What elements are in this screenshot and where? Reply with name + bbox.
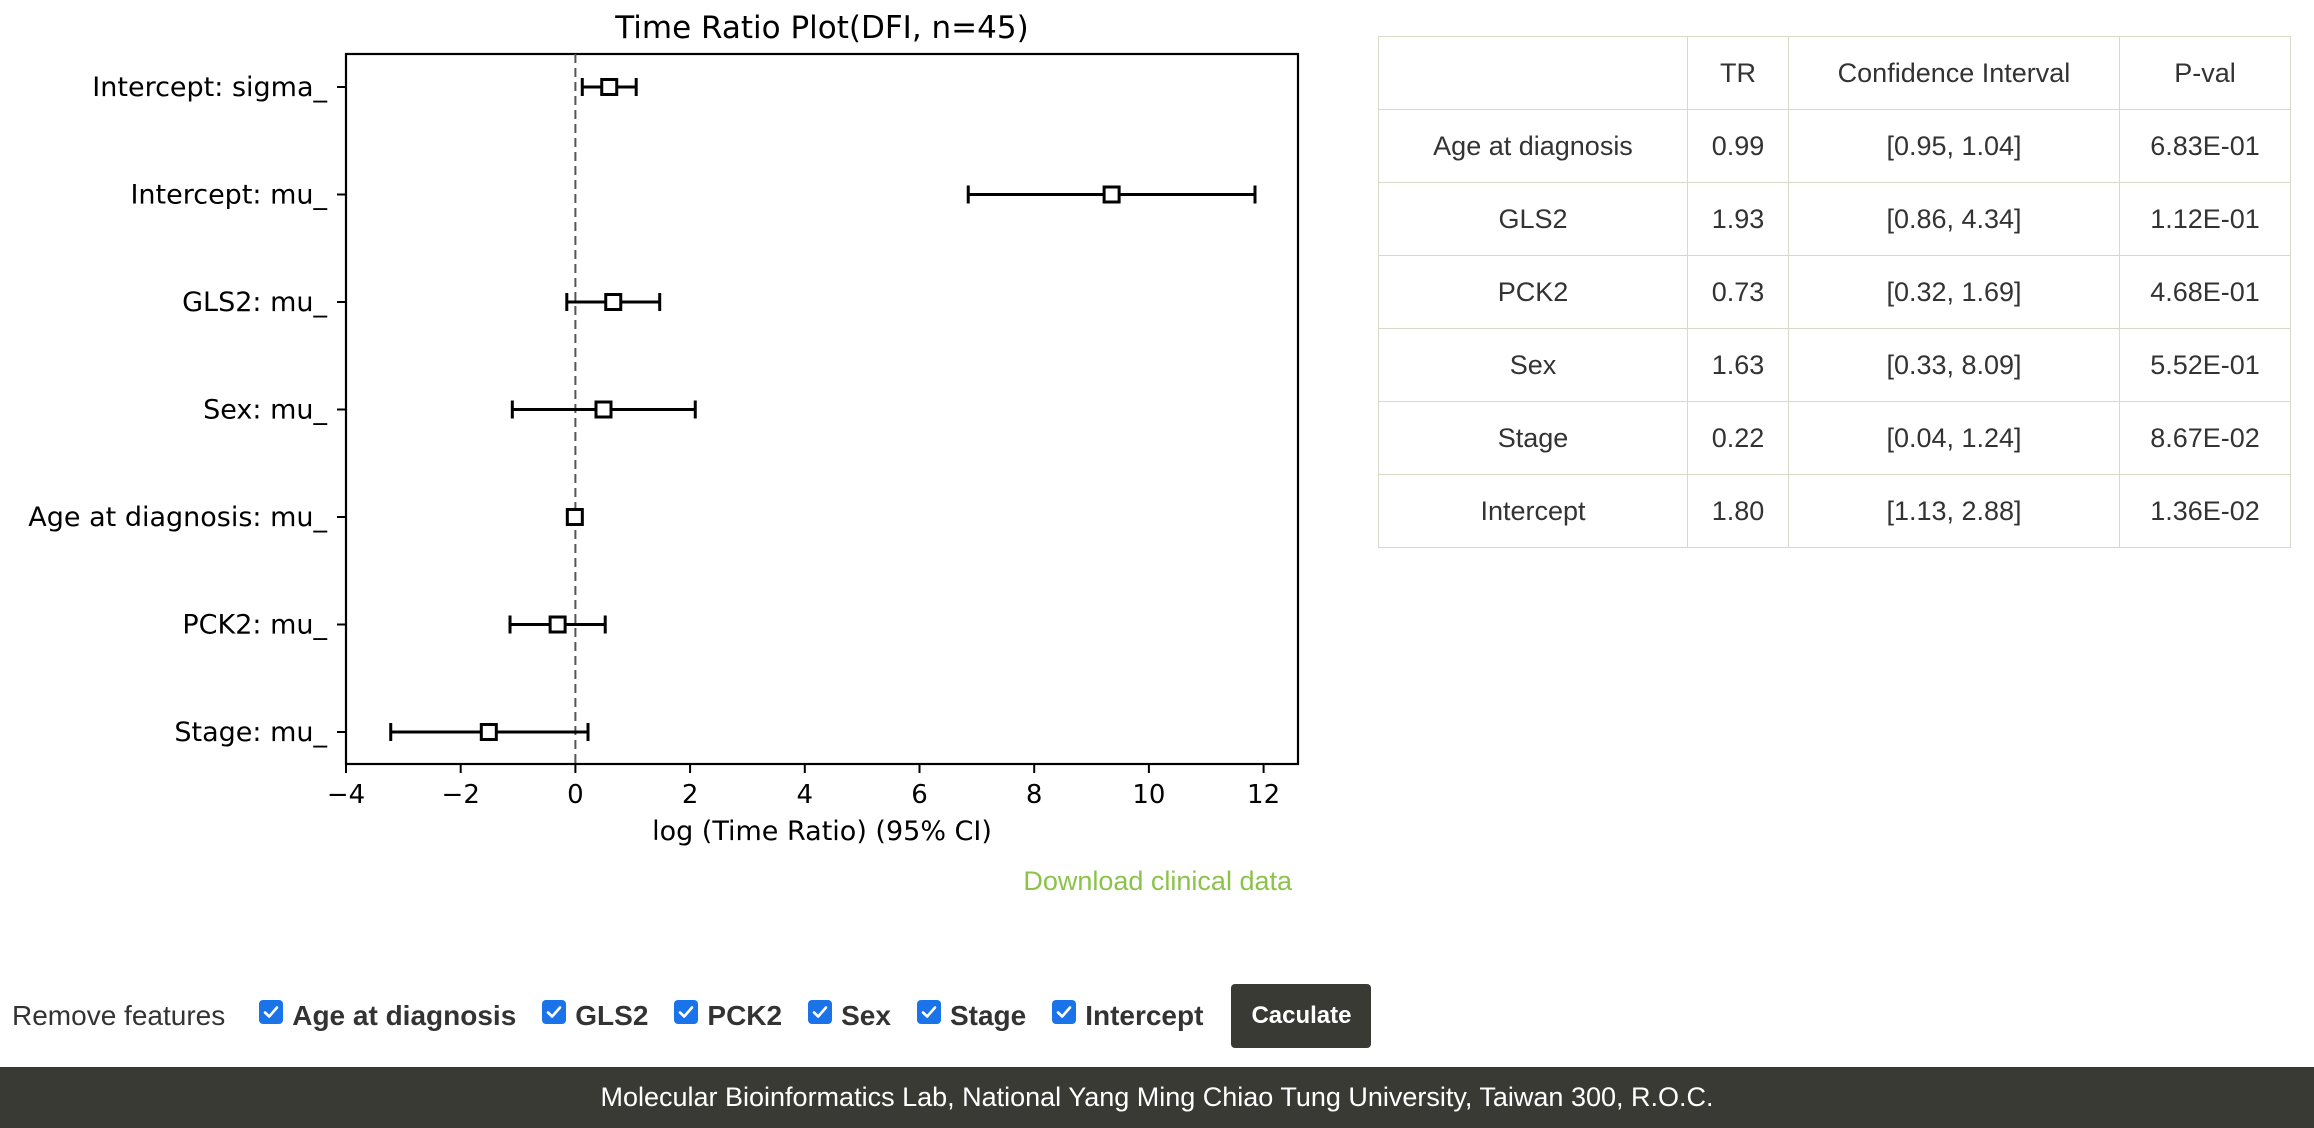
checkbox-checked-icon[interactable] xyxy=(674,1000,699,1024)
feature-checkbox-list: Age at diagnosis GLS2 PCK2 Sex Stage Intercep… xyxy=(259,1000,1229,1032)
variable-cell: Intercept xyxy=(1378,474,1688,548)
tr-cell: 1.80 xyxy=(1687,474,1789,548)
variable-cell: GLS2 xyxy=(1378,182,1688,256)
download-clinical-data-link[interactable]: Download clinical data xyxy=(1023,866,1292,896)
point-estimate-marker xyxy=(594,400,613,419)
forest-plot-svg: Time Ratio Plot(DFI, n=45) −4 −2 0 2 4 6 8 10 12 l… xyxy=(28,10,1300,847)
pval-cell: 4.68E-01 xyxy=(2119,255,2291,329)
x-tick-label: −4 xyxy=(327,780,365,810)
pval-cell: 6.83E-01 xyxy=(2119,109,2291,183)
feature-checkbox-gls2[interactable]: GLS2 xyxy=(542,1000,648,1032)
feature-checkbox-pck2[interactable]: PCK2 xyxy=(674,1000,782,1032)
x-tick-label: 8 xyxy=(1026,780,1043,810)
y-tick-label: PCK2: mu_ xyxy=(182,610,327,641)
table-row: GLS2 1.93 [0.86, 4.34] 1.12E-01 xyxy=(1378,182,2291,256)
checkbox-checked-icon[interactable] xyxy=(542,1000,567,1024)
variable-cell: PCK2 xyxy=(1378,255,1688,329)
footer: Molecular Bioinformatics Lab, National Y… xyxy=(0,1067,2314,1128)
checkbox-checked-icon[interactable] xyxy=(1052,1000,1077,1024)
y-tick-label: Stage: mu_ xyxy=(174,717,327,748)
tr-cell: 0.99 xyxy=(1687,109,1789,183)
checkbox-checked-icon[interactable] xyxy=(808,1000,833,1024)
feature-label: Age at diagnosis xyxy=(292,1000,517,1031)
table-row: Sex 1.63 [0.33, 8.09] 5.52E-01 xyxy=(1378,328,2291,402)
feature-label: PCK2 xyxy=(707,1000,783,1031)
ci-cell: [0.86, 4.34] xyxy=(1788,182,2120,256)
x-tick-label: −2 xyxy=(442,780,480,810)
plot-frame xyxy=(344,52,1300,766)
x-tick-label: 0 xyxy=(567,780,584,810)
ci-cell: [1.13, 2.88] xyxy=(1788,474,2120,548)
feature-label: Stage xyxy=(949,1000,1027,1031)
table-row: Age at diagnosis 0.99 [0.95, 1.04] 6.83E-01 xyxy=(1378,109,2291,183)
table-header-pval: P-val xyxy=(2119,36,2291,110)
table-body: Age at diagnosis 0.99 [0.95, 1.04] 6.83E-01… xyxy=(1378,109,2291,548)
point-estimate-marker xyxy=(1102,185,1121,204)
y-tick-label: Age at diagnosis: mu_ xyxy=(28,502,327,533)
table-row: Intercept 1.80 [1.13, 2.88] 1.36E-02 xyxy=(1378,474,2291,548)
x-tick-label: 2 xyxy=(682,780,699,810)
feature-checkbox-intercept[interactable]: Intercept xyxy=(1052,1000,1203,1032)
forest-plot: Time Ratio Plot(DFI, n=45) −4 −2 0 2 4 6 8 10 12 l… xyxy=(0,0,1330,900)
point-estimate-marker xyxy=(548,615,567,634)
tr-cell: 0.22 xyxy=(1687,401,1789,475)
feature-checkbox-stage[interactable]: Stage xyxy=(916,1000,1027,1032)
feature-label: Intercept xyxy=(1085,1000,1204,1031)
remove-features-bar: Remove features Age at diagnosis GLS2 PCK2… xyxy=(12,984,1372,1048)
y-tick-label: Intercept: sigma_ xyxy=(92,72,327,103)
tr-cell: 1.93 xyxy=(1687,182,1789,256)
table-header-ci: Confidence Interval xyxy=(1788,36,2120,110)
table-row: PCK2 0.73 [0.32, 1.69] 4.68E-01 xyxy=(1378,255,2291,329)
y-tick-label: Sex: mu_ xyxy=(203,395,327,426)
point-estimate-marker xyxy=(479,723,498,741)
table-row: Stage 0.22 [0.04, 1.24] 8.67E-02 xyxy=(1378,401,2291,475)
tr-cell: 1.63 xyxy=(1687,328,1789,402)
variable-cell: Stage xyxy=(1378,401,1688,475)
point-estimate-marker xyxy=(600,78,619,96)
checkbox-checked-icon[interactable] xyxy=(259,1000,284,1024)
checkbox-checked-icon[interactable] xyxy=(916,1000,941,1024)
table-header-row: TR Confidence Interval P-val xyxy=(1378,36,2291,110)
time-ratio-table: TR Confidence Interval P-val Age at diag… xyxy=(1378,36,2291,548)
table-header-blank xyxy=(1378,36,1688,110)
variable-cell: Age at diagnosis xyxy=(1378,109,1688,183)
remove-features-label: Remove features xyxy=(12,1000,226,1031)
pval-cell: 5.52E-01 xyxy=(2119,328,2291,402)
x-axis-label: log (Time Ratio) (95% CI) xyxy=(652,816,992,847)
tr-cell: 0.73 xyxy=(1687,255,1789,329)
calculate-button[interactable]: Caculate xyxy=(1231,984,1372,1048)
x-tick-label: 12 xyxy=(1247,780,1280,810)
ci-cell: [0.33, 8.09] xyxy=(1788,328,2120,402)
variable-cell: Sex xyxy=(1378,328,1688,402)
ci-cell: [0.04, 1.24] xyxy=(1788,401,2120,475)
ci-cell: [0.32, 1.69] xyxy=(1788,255,2120,329)
feature-label: GLS2 xyxy=(575,1000,649,1031)
table-header-tr: TR xyxy=(1687,36,1789,110)
point-estimate-marker xyxy=(565,508,584,526)
point-estimate-marker xyxy=(604,293,623,311)
feature-checkbox-age-at-diagnosis[interactable]: Age at diagnosis xyxy=(259,1000,516,1032)
x-tick-label: 4 xyxy=(797,780,814,810)
footer-text: Molecular Bioinformatics Lab, National Y… xyxy=(600,1082,1714,1112)
x-tick-label: 10 xyxy=(1132,780,1165,810)
y-tick-label: Intercept: mu_ xyxy=(130,180,327,211)
ci-cell: [0.95, 1.04] xyxy=(1788,109,2120,183)
feature-checkbox-sex[interactable]: Sex xyxy=(808,1000,891,1032)
pval-cell: 8.67E-02 xyxy=(2119,401,2291,475)
y-tick-label: GLS2: mu_ xyxy=(182,287,327,318)
pval-cell: 1.36E-02 xyxy=(2119,474,2291,548)
feature-label: Sex xyxy=(841,1000,891,1031)
chart-title: Time Ratio Plot(DFI, n=45) xyxy=(614,10,1028,46)
x-tick-label: 6 xyxy=(911,780,928,810)
pval-cell: 1.12E-01 xyxy=(2119,182,2291,256)
